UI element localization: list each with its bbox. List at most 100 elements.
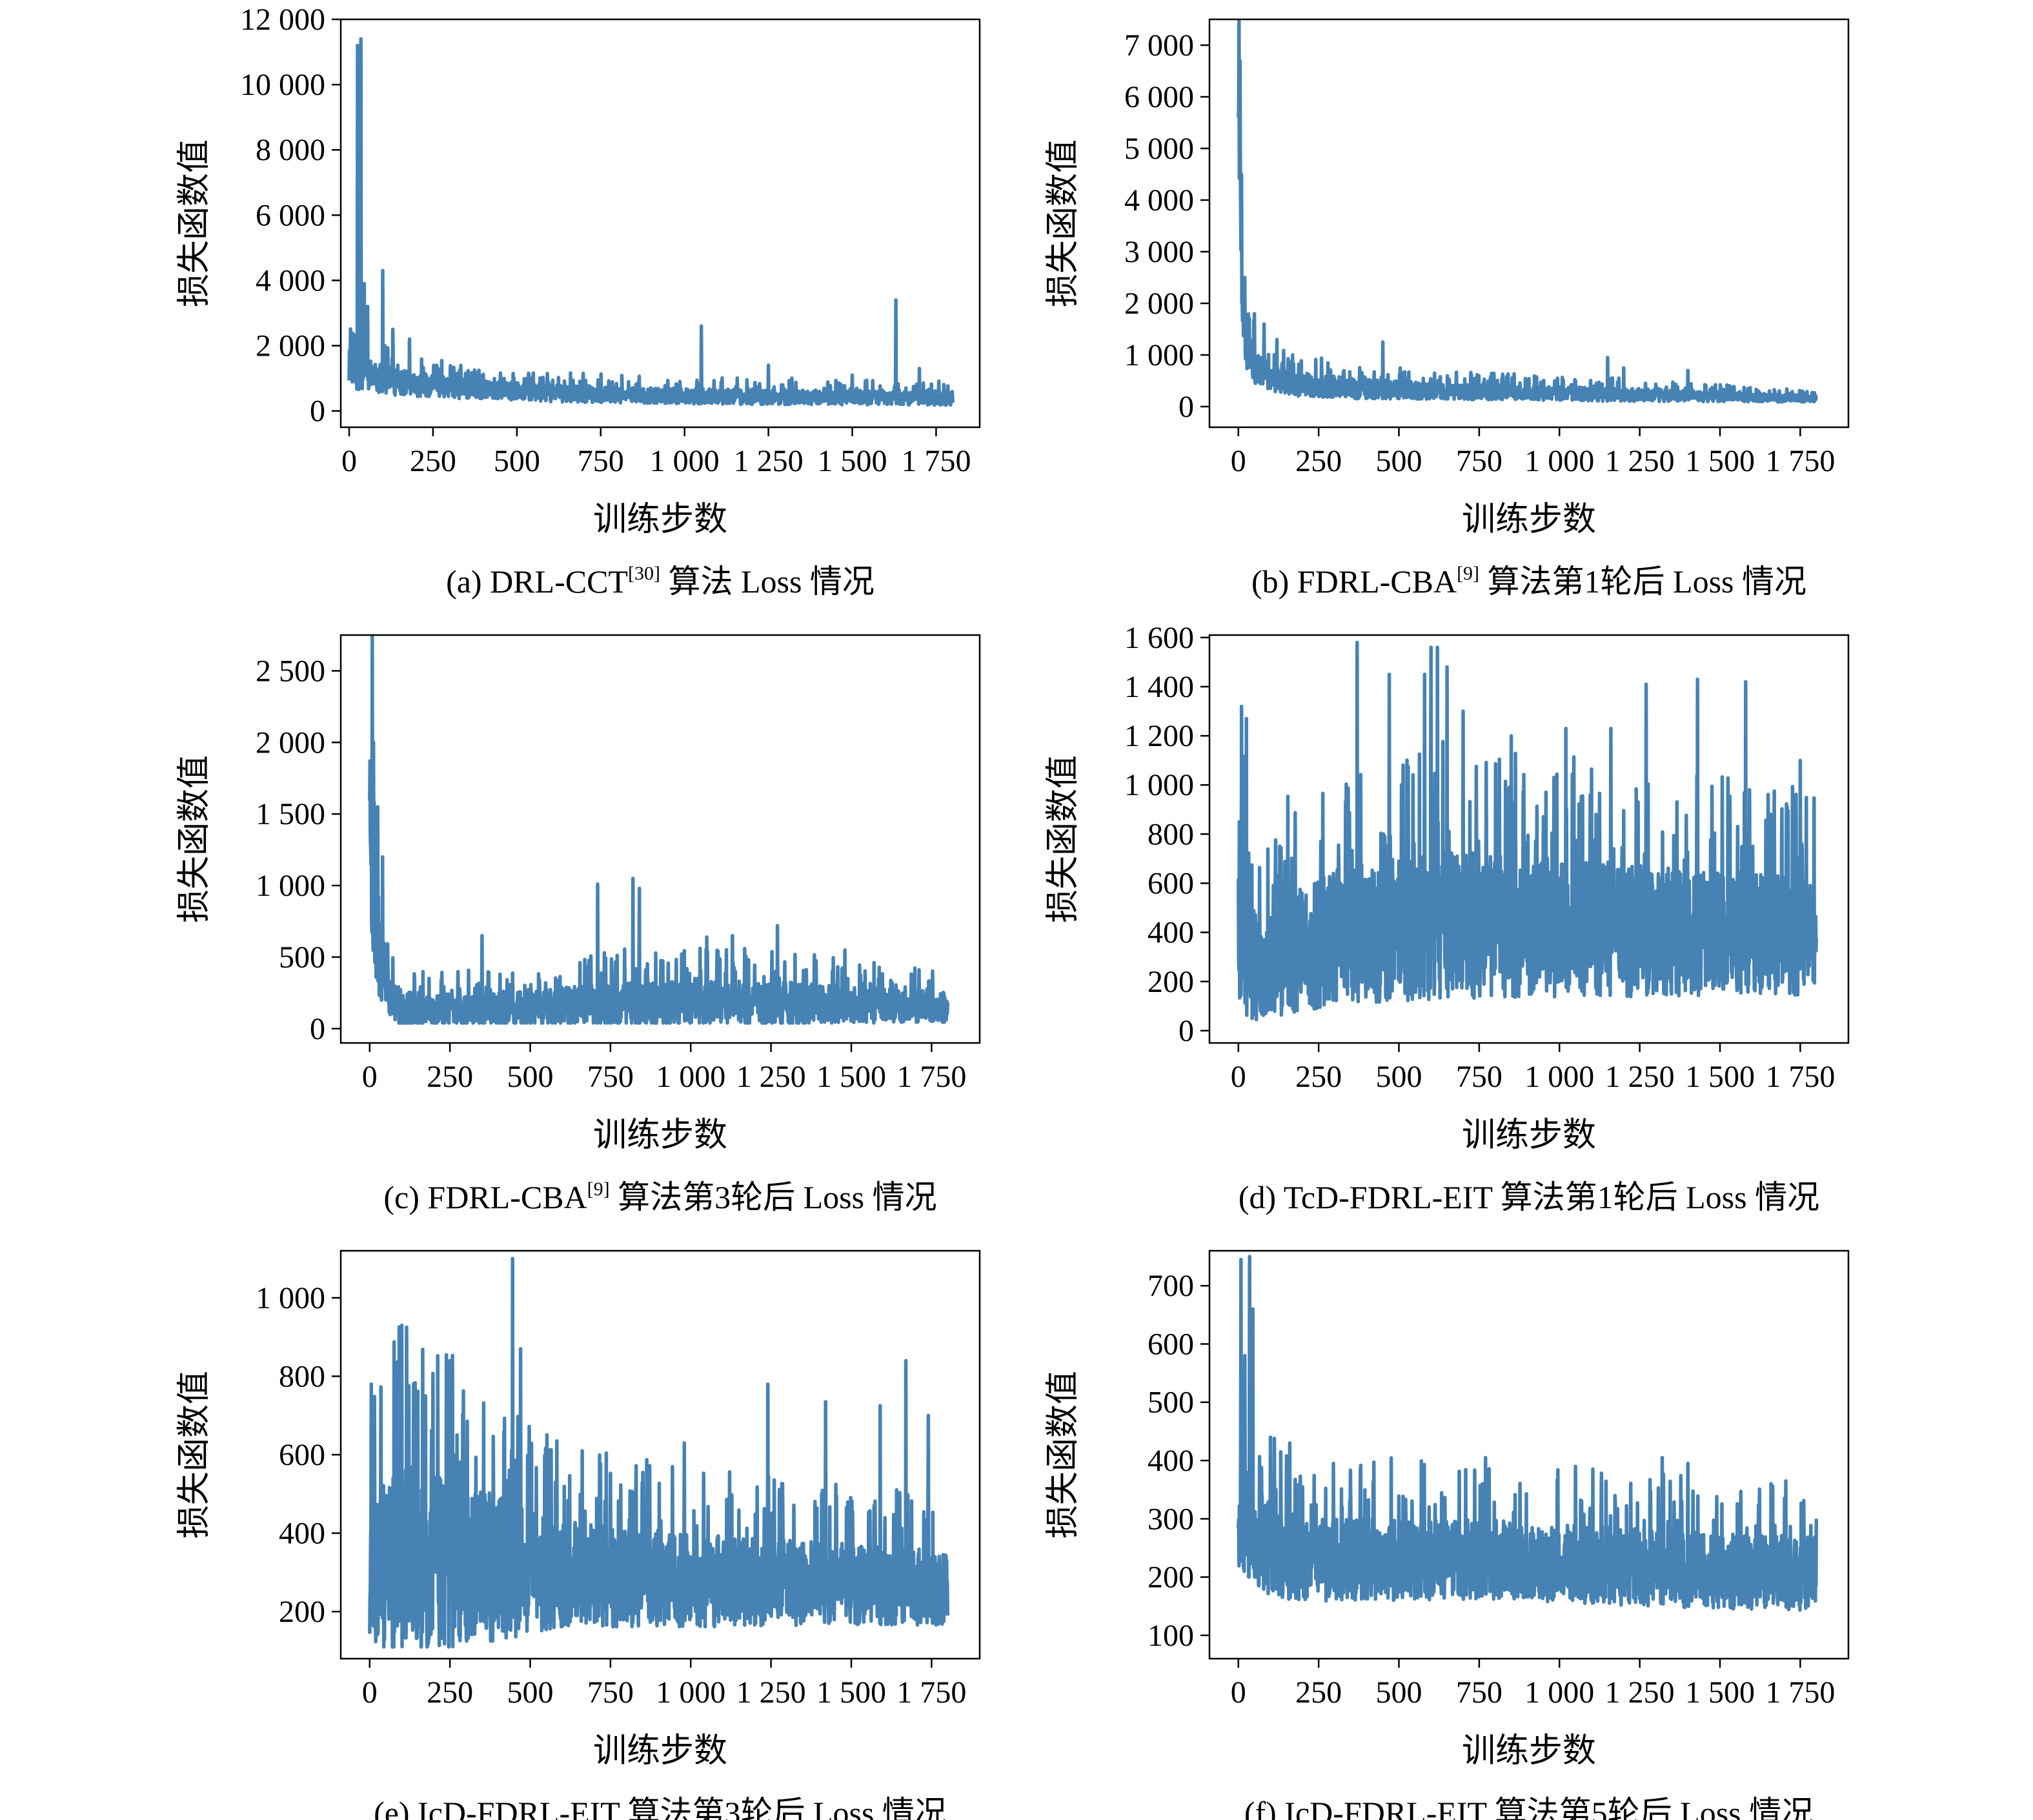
x-tick-label: 1 000 <box>1524 444 1594 478</box>
y-axis-label: 损失函数值 <box>176 139 213 307</box>
panel-caption: (c) FDRL-CBA[9] 算法第3轮后 Loss 情况 <box>383 1178 936 1215</box>
y-tick-label: 2 000 <box>256 725 325 760</box>
y-tick-label: 1 400 <box>1124 670 1194 704</box>
y-tick-label: 200 <box>279 1595 325 1629</box>
panel-caption: (f) IcD-FDRL-EIT 算法第5轮后 Loss 情况 <box>1244 1795 1814 1820</box>
y-tick-label: 4 000 <box>1124 183 1194 217</box>
y-tick-label: 800 <box>1148 817 1194 851</box>
loss-series-line <box>368 1257 950 1649</box>
y-tick-label: 1 000 <box>256 1281 325 1315</box>
y-tick-label: 5 000 <box>1124 132 1194 166</box>
y-tick-label: 10 000 <box>240 68 325 102</box>
y-tick-label: 600 <box>1148 1327 1194 1361</box>
chart-panel-d: 0 250 500 750 1 000 1 250 1 500 1 750 0 200 400 600… <box>1045 621 1850 1215</box>
chart-panel-a: 0 250 500 750 1 000 1 250 1 500 1 750 0 2 000 4 00… <box>176 3 981 600</box>
x-tick-label: 1 750 <box>901 444 971 478</box>
loss-series-line <box>368 635 950 1025</box>
y-tick-label: 600 <box>279 1438 325 1472</box>
y-tick-label: 100 <box>1148 1619 1194 1653</box>
x-tick-label: 1 500 <box>816 1675 886 1710</box>
x-tick-label: 1 000 <box>1524 1060 1594 1094</box>
y-axis-label: 损失函数值 <box>1045 755 1082 923</box>
x-tick-label: 0 <box>362 1675 378 1710</box>
y-axis-label: 损失函数值 <box>176 755 213 923</box>
loss-series-line <box>1237 19 1818 404</box>
x-tick-label: 1 750 <box>1765 444 1835 478</box>
x-tick-label: 500 <box>1376 444 1422 478</box>
y-tick-label: 12 000 <box>240 3 325 37</box>
x-tick-label: 1 500 <box>816 1060 886 1094</box>
panel-caption: (b) FDRL-CBA[9] 算法第1轮后 Loss 情况 <box>1251 563 1806 600</box>
y-tick-label: 400 <box>279 1517 325 1551</box>
plot-frame <box>339 18 981 429</box>
x-axis-label: 训练步数 <box>1462 1733 1596 1770</box>
x-tick-label: 500 <box>1376 1060 1422 1094</box>
x-tick-label: 0 <box>1231 1060 1246 1094</box>
x-tick-label: 750 <box>1456 1060 1502 1094</box>
x-tick-label: 500 <box>507 1675 554 1710</box>
x-tick-label: 500 <box>1376 1675 1422 1710</box>
x-tick-label: 0 <box>1231 444 1246 478</box>
x-tick-label: 1 750 <box>1765 1060 1835 1094</box>
y-tick-label: 2 500 <box>256 654 325 688</box>
x-tick-label: 250 <box>427 1060 473 1094</box>
loss-series-line <box>347 37 955 407</box>
x-tick-label: 0 <box>362 1060 378 1094</box>
x-tick-label: 1 500 <box>1685 444 1755 478</box>
x-tick-label: 750 <box>587 1675 634 1710</box>
x-axis-label: 训练步数 <box>593 1733 727 1770</box>
x-tick-label: 500 <box>494 444 540 478</box>
y-tick-label: 0 <box>1178 1014 1194 1048</box>
x-tick-label: 0 <box>341 444 357 478</box>
y-tick-label: 500 <box>1148 1386 1194 1420</box>
x-tick-label: 1 500 <box>1685 1060 1755 1094</box>
y-tick-label: 3 000 <box>1124 235 1194 269</box>
chart-panel-e: 0 250 500 750 1 000 1 250 1 500 1 750 200 400 600 8… <box>176 1249 981 1820</box>
x-tick-label: 750 <box>578 444 624 478</box>
x-tick-label: 750 <box>1456 1675 1502 1710</box>
y-tick-label: 700 <box>1148 1269 1194 1303</box>
x-tick-label: 750 <box>1456 444 1502 478</box>
panel-caption: (a) DRL-CCT[30] 算法 Loss 情况 <box>446 563 875 600</box>
y-tick-label: 1 200 <box>1124 719 1194 753</box>
x-tick-label: 1 250 <box>736 1675 806 1710</box>
x-tick-label: 1 000 <box>1524 1675 1594 1710</box>
y-tick-label: 300 <box>1148 1502 1194 1536</box>
x-tick-label: 1 750 <box>896 1675 966 1710</box>
y-tick-label: 600 <box>1148 867 1194 901</box>
y-tick-label: 8 000 <box>256 133 325 167</box>
y-tick-label: 1 500 <box>256 797 325 831</box>
panel-caption: (e) IcD-FDRL-EIT 算法第3轮后 Loss 情况 <box>374 1795 947 1820</box>
x-tick-label: 250 <box>1295 444 1342 478</box>
x-tick-label: 250 <box>410 444 456 478</box>
x-tick-label: 250 <box>427 1675 473 1710</box>
x-axis-label: 训练步数 <box>1462 1117 1596 1154</box>
y-tick-label: 4 000 <box>256 263 325 298</box>
x-tick-label: 1 250 <box>734 444 804 478</box>
plot-frame <box>1208 18 1850 429</box>
x-tick-label: 1 250 <box>1605 1060 1675 1094</box>
y-tick-label: 1 600 <box>1124 621 1194 655</box>
loss-series-line <box>1237 640 1819 1022</box>
x-tick-label: 1 000 <box>656 1675 725 1710</box>
x-tick-label: 1 250 <box>1605 444 1675 478</box>
plot-frame <box>339 634 981 1044</box>
chart-panel-b: 0 250 500 750 1 000 1 250 1 500 1 750 0 1 000 2 00… <box>1045 18 1850 600</box>
x-axis-label: 训练步数 <box>593 1117 727 1154</box>
x-axis-label: 训练步数 <box>1462 501 1596 538</box>
x-tick-label: 750 <box>587 1060 634 1094</box>
chart-panel-f: 0 250 500 750 1 000 1 250 1 500 1 750 100 200 300 4… <box>1045 1249 1850 1820</box>
y-tick-label: 0 <box>310 394 325 429</box>
x-tick-label: 250 <box>1295 1060 1342 1094</box>
y-tick-label: 1 000 <box>1124 768 1194 802</box>
x-axis-label: 训练步数 <box>593 501 727 538</box>
y-tick-label: 200 <box>1148 965 1194 999</box>
x-tick-label: 250 <box>1295 1675 1342 1710</box>
y-axis-label: 损失函数值 <box>1045 139 1082 307</box>
plot-frame <box>1208 1249 1850 1660</box>
y-axis-label: 损失函数值 <box>176 1371 213 1539</box>
y-tick-label: 200 <box>1148 1561 1194 1595</box>
y-tick-label: 1 000 <box>256 869 325 903</box>
y-axis-label: 损失函数值 <box>1045 1371 1082 1539</box>
